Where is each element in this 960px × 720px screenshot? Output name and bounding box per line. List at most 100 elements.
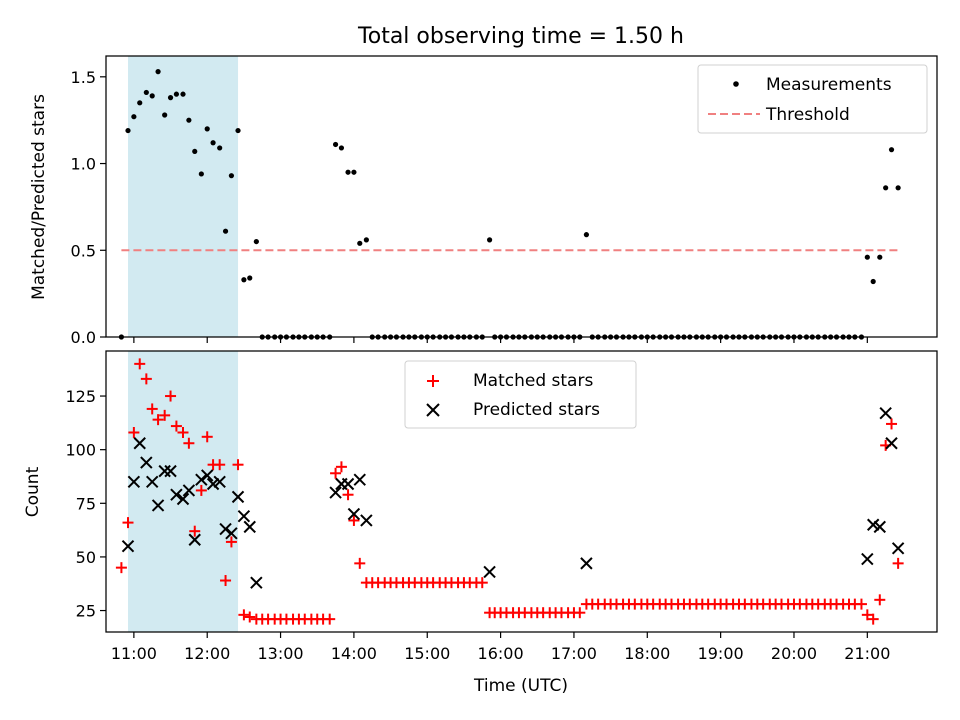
matched-star-point bbox=[874, 594, 886, 606]
matched-stars-series bbox=[115, 358, 904, 625]
predicted-star-point bbox=[121, 539, 135, 553]
y-tick-label: 25 bbox=[76, 602, 96, 621]
predicted-star-point bbox=[250, 576, 263, 589]
y-tick-label: 0.0 bbox=[71, 328, 96, 347]
top-shaded-interval bbox=[128, 56, 239, 337]
predicted-stars-series bbox=[121, 406, 905, 589]
y-tick-label: 100 bbox=[65, 441, 96, 460]
measurement-point bbox=[155, 69, 161, 75]
measurement-point bbox=[241, 277, 247, 283]
matched-star-point bbox=[335, 461, 347, 473]
measurement-point bbox=[357, 240, 363, 246]
bottom-y-axis-label: Count bbox=[23, 466, 43, 517]
predicted-star-point bbox=[170, 488, 183, 501]
matched-star-point bbox=[324, 613, 336, 625]
legend-threshold-label: Threshold bbox=[765, 105, 850, 125]
y-tick-label: 0.5 bbox=[71, 241, 96, 260]
matched-star-point bbox=[244, 611, 256, 623]
x-tick-label: 15:00 bbox=[404, 644, 450, 663]
matched-star-point bbox=[146, 403, 158, 415]
top-y-axis: 0.0 0.5 1.0 1.5 bbox=[71, 68, 106, 347]
matched-star-point bbox=[189, 525, 201, 537]
matched-star-point bbox=[342, 489, 354, 501]
x-tick-label: 11:00 bbox=[111, 644, 157, 663]
matched-star-point bbox=[354, 557, 366, 569]
predicted-star-point bbox=[861, 552, 874, 566]
predicted-star-point bbox=[225, 527, 238, 540]
measurement-point bbox=[486, 237, 493, 243]
y-tick-label: 1.0 bbox=[71, 155, 96, 174]
predicted-star-point bbox=[213, 475, 226, 489]
x-tick-label: 17:00 bbox=[551, 644, 597, 663]
matched-star-point bbox=[134, 358, 146, 370]
bottom-x-axis: 11:00 12:00 13:00 14:00 15:00 16:00 17:00 18:00… bbox=[111, 632, 890, 663]
matched-star-point bbox=[886, 418, 898, 430]
legend-predicted-label: Predicted stars bbox=[473, 400, 600, 420]
predicted-star-point bbox=[231, 490, 245, 504]
measurement-point bbox=[895, 185, 901, 191]
matched-star-point bbox=[892, 557, 904, 569]
matched-star-point bbox=[574, 607, 586, 619]
x-tick-label: 13:00 bbox=[258, 644, 304, 663]
top-legend: Measurements Threshold bbox=[697, 64, 928, 134]
measurement-point bbox=[198, 171, 204, 177]
matched-star-point bbox=[855, 598, 867, 610]
matched-star-point bbox=[867, 613, 879, 625]
matched-star-point bbox=[152, 414, 164, 426]
top-legend-box bbox=[697, 64, 928, 134]
top-y-axis-label: Matched/Predicted stars bbox=[29, 94, 49, 300]
predicted-star-point bbox=[201, 469, 214, 482]
legend-measurements-marker bbox=[733, 81, 739, 87]
predicted-star-point bbox=[329, 486, 342, 499]
predicted-star-point bbox=[341, 477, 355, 491]
measurement-point bbox=[180, 91, 186, 97]
predicted-star-point bbox=[188, 533, 201, 546]
measurement-point bbox=[173, 91, 180, 97]
top-x-ticks bbox=[133, 337, 868, 343]
measurement-point bbox=[149, 93, 155, 99]
measurement-point bbox=[883, 185, 889, 191]
legend-predicted-marker bbox=[426, 403, 440, 417]
matched-star-point bbox=[238, 609, 250, 621]
bottom-y-axis: 25 50 75 100 125 bbox=[65, 387, 106, 621]
measurement-point bbox=[192, 148, 198, 155]
legend-matched-marker bbox=[427, 375, 439, 387]
bottom-legend-box bbox=[404, 360, 637, 429]
predicted-star-point bbox=[237, 509, 251, 523]
predicted-star-point bbox=[146, 475, 159, 489]
measurement-point bbox=[162, 112, 168, 118]
predicted-star-point bbox=[127, 475, 141, 489]
x-tick-label: 12:00 bbox=[184, 644, 230, 663]
x-tick-label: 18:00 bbox=[624, 644, 670, 663]
measurement-point bbox=[143, 89, 149, 96]
matched-star-point bbox=[115, 562, 127, 574]
measurement-point bbox=[222, 228, 229, 234]
predicted-star-point bbox=[873, 520, 886, 534]
matched-star-point bbox=[128, 427, 140, 439]
measurement-point bbox=[210, 140, 216, 146]
x-tick-label: 19:00 bbox=[698, 644, 744, 663]
predicted-star-point bbox=[879, 406, 892, 420]
matched-star-point bbox=[165, 390, 177, 402]
predicted-star-point bbox=[483, 565, 496, 579]
measurement-point bbox=[228, 173, 235, 179]
measurement-point bbox=[137, 100, 143, 106]
predicted-star-point bbox=[353, 473, 366, 486]
matched-star-point bbox=[122, 517, 134, 529]
measurement-point bbox=[864, 254, 870, 260]
legend-measurements-label: Measurements bbox=[766, 75, 892, 95]
predicted-star-point bbox=[158, 464, 171, 478]
measurement-point bbox=[888, 147, 895, 153]
matched-star-point bbox=[183, 437, 195, 449]
top-panel: 0.0 0.5 1.0 1.5 Matched/Predicted stars Mea… bbox=[29, 55, 938, 347]
predicted-star-point bbox=[885, 437, 898, 450]
measurement-point bbox=[125, 127, 131, 134]
y-tick-label: 75 bbox=[76, 494, 96, 513]
measurement-point bbox=[363, 237, 369, 243]
predicted-star-point bbox=[195, 473, 208, 486]
matched-star-point bbox=[232, 459, 244, 471]
measurement-point bbox=[247, 275, 253, 281]
matched-star-point bbox=[177, 427, 189, 439]
x-tick-label: 14:00 bbox=[331, 644, 377, 663]
figure-title: Total observing time = 1.50 h bbox=[357, 24, 684, 49]
